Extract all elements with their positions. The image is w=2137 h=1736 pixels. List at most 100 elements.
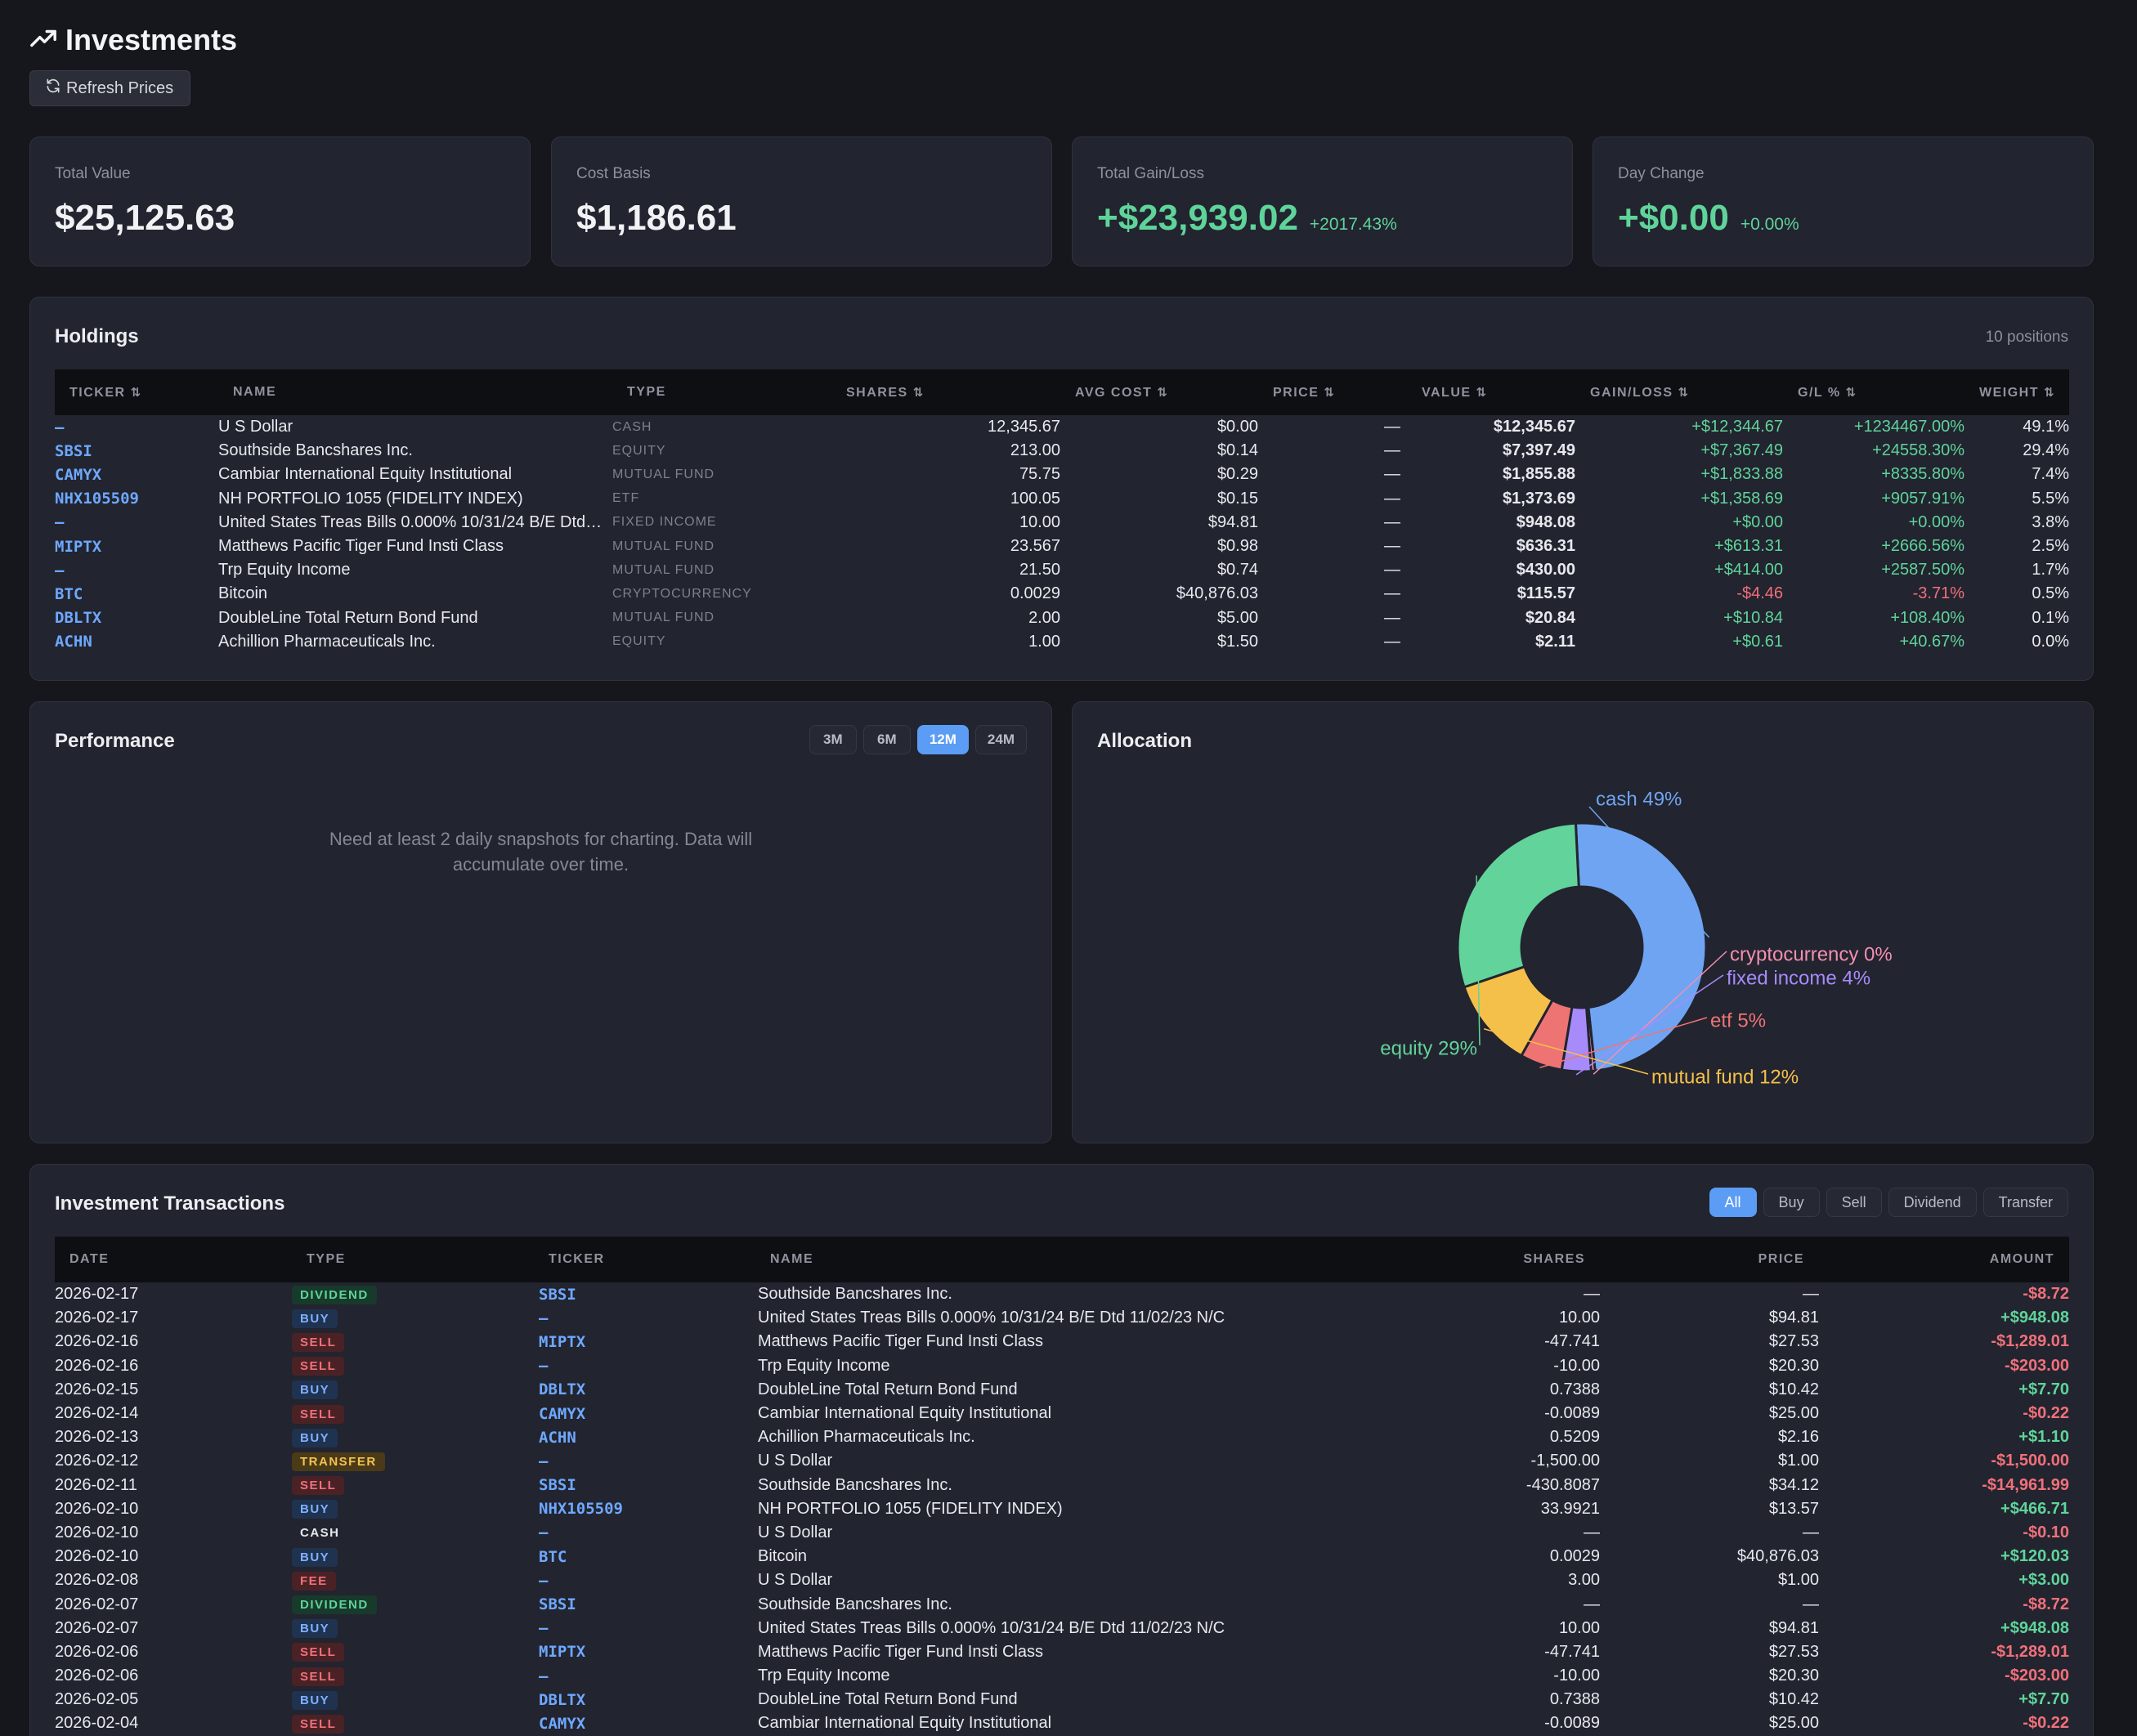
transaction-ticker[interactable]: MIPTX	[539, 1643, 586, 1662]
transaction-row[interactable]: 2026-02-05 BUY DBLTX DoubleLine Total Retur…	[55, 1688, 2069, 1711]
transaction-ticker[interactable]: —	[539, 1523, 549, 1542]
holding-ticker[interactable]: SBSI	[55, 441, 92, 460]
transaction-row[interactable]: 2026-02-04 SELL CAMYX Cambiar International…	[55, 1711, 2069, 1735]
transaction-row[interactable]: 2026-02-14 SELL CAMYX Cambiar International…	[55, 1402, 2069, 1425]
filter-tab-sell[interactable]: Sell	[1826, 1188, 1882, 1217]
transaction-row[interactable]: 2026-02-12 TRANSFER — U S Dollar -1,500.00 $1…	[55, 1449, 2069, 1473]
sort-icon[interactable]: ⇅	[1476, 385, 1487, 400]
filter-tab-dividend[interactable]: Dividend	[1888, 1188, 1977, 1217]
holding-ticker[interactable]: —	[55, 513, 65, 532]
range-tabs: 3M 6M 12M 24M	[809, 725, 1027, 754]
transaction-ticker[interactable]: CAMYX	[539, 1714, 586, 1733]
transaction-ticker[interactable]: SBSI	[539, 1476, 576, 1495]
transaction-row[interactable]: 2026-02-17 BUY — United States Treas Bills …	[55, 1306, 2069, 1330]
transaction-ticker[interactable]: NHX105509	[539, 1500, 623, 1519]
holding-type: EQUITY	[612, 634, 666, 649]
holding-ticker[interactable]: CAMYX	[55, 465, 102, 484]
holdings-body: — U S Dollar CASH 12,345.67 $0.00 — $12,345.67…	[55, 415, 2069, 654]
transaction-row[interactable]: 2026-02-08 FEE — U S Dollar 3.00 $1.00 +$3.00	[55, 1568, 2069, 1592]
holding-row[interactable]: DBLTX DoubleLine Total Return Bond Fund MU…	[55, 606, 2069, 630]
stat-card-day-change: Day Change +$0.00 +0.00%	[1593, 136, 2094, 266]
holding-ticker[interactable]: —	[55, 418, 65, 436]
transaction-cell: $25.00	[1768, 1404, 1819, 1423]
transaction-ticker[interactable]: BTC	[539, 1547, 567, 1566]
column-header-ticker[interactable]: Ticker ⇅	[55, 369, 218, 415]
holding-ticker[interactable]: BTC	[55, 584, 83, 603]
transaction-row[interactable]: 2026-02-07 BUY — United States Treas Bills …	[55, 1617, 2069, 1640]
holding-row[interactable]: — United States Treas Bills 0.000% 10/31/…	[55, 511, 2069, 535]
sort-icon[interactable]: ⇅	[912, 385, 924, 400]
allocation-slice-cash[interactable]	[1574, 821, 1708, 1072]
sort-icon[interactable]: ⇅	[1324, 385, 1334, 400]
transaction-row[interactable]: 2026-02-10 CASH — U S Dollar — — -$0.10	[55, 1521, 2069, 1545]
allocation-slice-equity[interactable]	[1456, 821, 1580, 989]
range-tab-6m[interactable]: 6M	[862, 725, 911, 754]
holding-cell: —	[1384, 561, 1400, 579]
transaction-ticker[interactable]: —	[539, 1357, 549, 1376]
transaction-ticker[interactable]: —	[539, 1452, 549, 1470]
holding-ticker[interactable]: ACHN	[55, 633, 92, 651]
transaction-row[interactable]: 2026-02-10 BUY BTC Bitcoin 0.0029 $40,876.03 +…	[55, 1545, 2069, 1568]
transaction-row[interactable]: 2026-02-16 SELL — Trp Equity Income -10.00 $2…	[55, 1354, 2069, 1378]
filter-tab-buy[interactable]: Buy	[1763, 1188, 1820, 1217]
sort-icon[interactable]: ⇅	[2044, 385, 2054, 400]
transaction-row[interactable]: 2026-02-16 SELL MIPTX Matthews Pacific Tige…	[55, 1330, 2069, 1353]
filter-tab-transfer[interactable]: Transfer	[1982, 1188, 2068, 1217]
transaction-ticker[interactable]: DBLTX	[539, 1690, 586, 1709]
range-tab-24m[interactable]: 24M	[974, 725, 1027, 754]
holding-cell: —	[1384, 512, 1400, 531]
holding-row[interactable]: NHX105509 NH PORTFOLIO 1055 (FIDELITY IND…	[55, 487, 2069, 511]
transaction-cell: —	[1584, 1285, 1600, 1304]
transaction-row[interactable]: 2026-02-06 SELL MIPTX Matthews Pacific Tige…	[55, 1640, 2069, 1664]
range-tab-3m[interactable]: 3M	[809, 725, 857, 754]
holding-ticker[interactable]: NHX105509	[55, 490, 139, 508]
transaction-row[interactable]: 2026-02-07 DIVIDEND SBSI Southside Bancshar…	[55, 1592, 2069, 1616]
sort-icon[interactable]: ⇅	[1678, 385, 1689, 400]
refresh-prices-button[interactable]: Refresh Prices	[29, 70, 191, 106]
column-header-g-l-[interactable]: G/L % ⇅	[1783, 369, 1965, 415]
holding-row[interactable]: MIPTX Matthews Pacific Tiger Fund Insti C…	[55, 535, 2069, 558]
holding-row[interactable]: CAMYX Cambiar International Equity Instit…	[55, 463, 2069, 486]
transaction-row[interactable]: 2026-02-15 BUY DBLTX DoubleLine Total Retur…	[55, 1378, 2069, 1402]
holding-row[interactable]: SBSI Southside Bancshares Inc. EQUITY 213.0…	[55, 439, 2069, 463]
holding-row[interactable]: ACHN Achillion Pharmaceuticals Inc. EQUITY…	[55, 630, 2069, 654]
holding-row[interactable]: — U S Dollar CASH 12,345.67 $0.00 — $12,345.67…	[55, 415, 2069, 439]
column-header-price[interactable]: Price ⇅	[1258, 369, 1407, 415]
holding-row[interactable]: BTC Bitcoin CRYPTOCURRENCY 0.0029 $40,876.03…	[55, 582, 2069, 606]
transaction-ticker[interactable]: DBLTX	[539, 1380, 586, 1399]
holding-ticker[interactable]: DBLTX	[55, 609, 102, 628]
transaction-ticker[interactable]: ACHN	[539, 1428, 576, 1447]
column-header-avg-cost[interactable]: Avg Cost ⇅	[1060, 369, 1258, 415]
holding-name: NH PORTFOLIO 1055 (FIDELITY INDEX)	[218, 489, 523, 508]
transaction-ticker[interactable]: —	[539, 1667, 549, 1685]
transaction-ticker[interactable]: —	[539, 1571, 549, 1590]
transaction-row[interactable]: 2026-02-11 SELL SBSI Southside Bancshares I…	[55, 1474, 2069, 1497]
transaction-ticker[interactable]: SBSI	[539, 1595, 576, 1614]
transaction-ticker[interactable]: MIPTX	[539, 1332, 586, 1351]
transaction-row[interactable]: 2026-02-06 SELL — Trp Equity Income -10.00 $2…	[55, 1664, 2069, 1688]
filter-tab-all[interactable]: All	[1709, 1188, 1757, 1217]
transaction-row[interactable]: 2026-02-17 DIVIDEND SBSI Southside Bancshar…	[55, 1282, 2069, 1306]
column-header-weight[interactable]: Weight ⇅	[1965, 369, 2069, 415]
holding-row[interactable]: — Trp Equity Income MUTUAL FUND 21.50 $0.74 —…	[55, 558, 2069, 582]
column-header-gain-loss[interactable]: Gain/Loss ⇅	[1575, 369, 1783, 415]
holding-ticker[interactable]: MIPTX	[55, 537, 102, 556]
transaction-ticker[interactable]: —	[539, 1619, 549, 1638]
transaction-type-cell: SELL	[292, 1640, 539, 1664]
transaction-ticker[interactable]: SBSI	[539, 1285, 576, 1304]
transaction-ticker[interactable]: CAMYX	[539, 1404, 586, 1423]
range-tab-12m[interactable]: 12M	[916, 725, 969, 754]
sort-icon[interactable]: ⇅	[130, 385, 141, 400]
holding-cell: +$0.61	[1732, 632, 1783, 651]
holding-cell: $0.74	[1216, 561, 1258, 579]
column-header-value[interactable]: Value ⇅	[1407, 369, 1575, 415]
transaction-row[interactable]: 2026-02-13 BUY ACHN Achillion Pharmaceutica…	[55, 1425, 2069, 1449]
transaction-type-badge: BUY	[292, 1380, 338, 1400]
sort-icon[interactable]: ⇅	[1845, 385, 1857, 400]
sort-icon[interactable]: ⇅	[1157, 385, 1167, 400]
transaction-cell: 0.7388	[1549, 1690, 1600, 1709]
holding-ticker[interactable]: —	[55, 561, 65, 579]
column-header-shares[interactable]: Shares ⇅	[831, 369, 1060, 415]
transaction-ticker[interactable]: —	[539, 1309, 549, 1327]
transaction-row[interactable]: 2026-02-10 BUY NHX105509 NH PORTFOLIO 1055 …	[55, 1497, 2069, 1521]
